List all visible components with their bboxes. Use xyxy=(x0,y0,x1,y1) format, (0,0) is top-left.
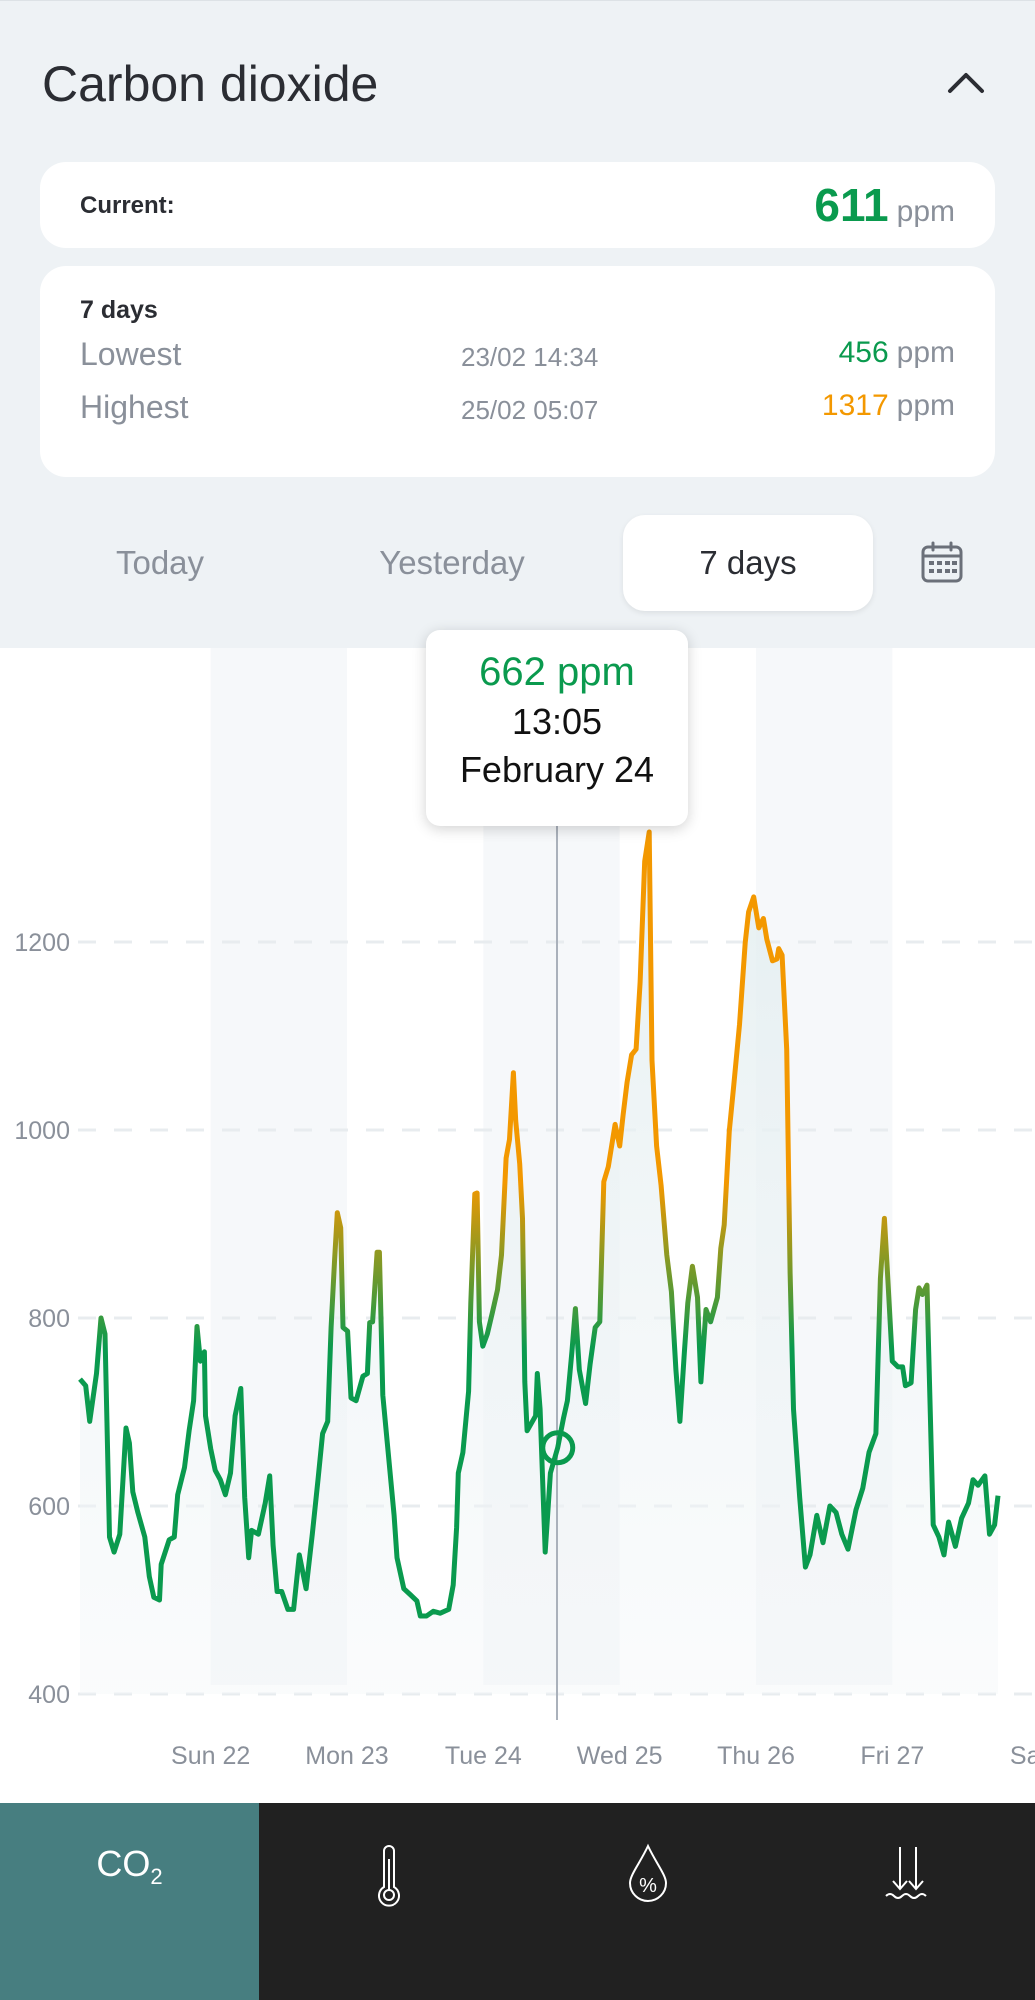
thermometer-icon xyxy=(377,1845,400,1907)
lowest-label: Lowest xyxy=(80,336,182,372)
co2-line-chart[interactable]: 400 600 800 1000 1200 Sun 22 Mon 23 Tue 24 Wed … xyxy=(0,648,1035,1803)
page-title: Carbon dioxide xyxy=(42,56,379,112)
current-value: 611 ppm xyxy=(814,178,955,232)
co2-series-line[interactable] xyxy=(78,829,1001,1619)
nav-pressure[interactable] xyxy=(777,1803,1035,2000)
selected-point-marker[interactable] xyxy=(540,1430,576,1466)
bottom-navigation: CO2 % xyxy=(0,1803,1035,2000)
period-label: 7 days xyxy=(80,296,158,324)
chevron-up-icon[interactable] xyxy=(944,63,988,99)
lowest-datetime: 23/02 14:34 xyxy=(461,342,599,372)
highest-value: 1317 ppm xyxy=(822,389,955,423)
co2-text: CO xyxy=(96,1843,151,1884)
y-tick-label: 1000 xyxy=(14,1117,70,1145)
x-tick-label: Thu 26 xyxy=(717,1742,795,1770)
summary-panel: Carbon dioxide Current: 611 ppm 7 days Lo… xyxy=(0,0,1035,648)
tab-today[interactable]: Today xyxy=(115,544,205,581)
current-unit: ppm xyxy=(896,195,955,228)
nav-humidity[interactable]: % xyxy=(518,1803,777,2000)
tooltip-value: 662 ppm xyxy=(479,650,635,694)
x-tick-label: Tue 24 xyxy=(445,1742,522,1770)
x-tick-label: Fri 27 xyxy=(860,1742,924,1770)
calendar-icon[interactable] xyxy=(920,541,964,585)
current-card: Current: 611 ppm xyxy=(40,162,995,248)
co2-area-fill xyxy=(80,832,998,1694)
y-tick-label: 600 xyxy=(28,1493,70,1521)
tab-7-days[interactable]: 7 days xyxy=(623,515,873,611)
lowest-unit: ppm xyxy=(896,336,955,369)
lowest-value: 456 ppm xyxy=(839,336,955,370)
svg-text:%: % xyxy=(639,1875,657,1897)
tab-yesterday[interactable]: Yesterday xyxy=(379,544,525,581)
highest-unit: ppm xyxy=(896,389,955,422)
humidity-icon: % xyxy=(628,1843,667,1902)
chart-tooltip: 662 ppm 13:05 February 24 xyxy=(426,630,688,826)
x-tick-label: Sat xyxy=(1010,1742,1035,1770)
y-tick-label: 800 xyxy=(28,1305,70,1333)
pressure-icon xyxy=(884,1847,927,1899)
tooltip-date: February 24 xyxy=(459,749,655,790)
highest-number: 1317 xyxy=(821,389,889,422)
highest-label: Highest xyxy=(80,389,189,425)
current-label: Current: xyxy=(80,192,175,219)
y-tick-label: 400 xyxy=(28,1681,70,1709)
nav-co2[interactable]: CO2 xyxy=(0,1803,259,2000)
range-summary-card: 7 days Lowest 23/02 14:34 456 ppm Highest… xyxy=(40,266,995,477)
highest-row: Highest 25/02 05:07 1317 ppm xyxy=(80,389,955,429)
current-number: 611 xyxy=(814,179,889,231)
co2-label: CO2 xyxy=(96,1843,162,2000)
x-tick-label: Mon 23 xyxy=(305,1742,388,1770)
tooltip-time: 13:05 xyxy=(511,701,603,742)
y-tick-label: 1200 xyxy=(14,929,70,957)
co2-subscript: 2 xyxy=(150,1864,163,1890)
highest-datetime: 25/02 05:07 xyxy=(461,395,599,425)
x-tick-label: Wed 25 xyxy=(577,1742,663,1770)
x-tick-label: Sun 22 xyxy=(171,1742,250,1770)
lowest-row: Lowest 23/02 14:34 456 ppm xyxy=(80,336,955,376)
nav-temperature[interactable] xyxy=(259,1803,518,2000)
lowest-number: 456 xyxy=(838,336,889,369)
